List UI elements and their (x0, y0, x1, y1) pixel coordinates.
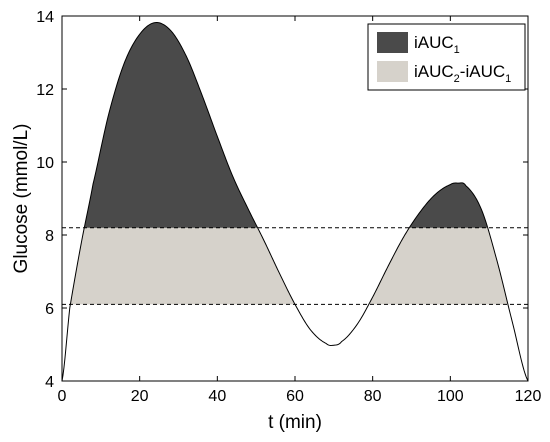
y-tick-label: 12 (36, 82, 54, 99)
iauc2-minus-iauc1-area (70, 227, 295, 305)
legend: iAUC1 iAUC2-iAUC1 (367, 23, 526, 91)
legend-label-iauc2-suffix-subscript: 1 (505, 73, 511, 85)
area-layer (70, 22, 508, 305)
x-axis-title: t (min) (268, 412, 322, 433)
y-tick-label: 6 (45, 301, 54, 318)
x-tick-label: 60 (286, 388, 304, 405)
x-tick-label: 0 (58, 388, 67, 405)
y-axis-title: Glucose (mmol/L) (11, 124, 32, 274)
x-axis: 0 20 40 60 80 100 120 (58, 16, 542, 405)
legend-label-iauc1-name: iAUC (414, 33, 454, 52)
iauc2-minus-iauc1-area (369, 227, 508, 305)
legend-label-iauc2-suffix: -iAUC (460, 62, 505, 81)
y-tick-label: 14 (36, 9, 54, 26)
iauc1-area (84, 22, 258, 228)
y-tick-label: 8 (45, 228, 54, 245)
x-tick-label: 80 (364, 388, 382, 405)
reference-lines (62, 227, 528, 305)
y-tick-label: 10 (36, 155, 54, 172)
x-tick-label: 40 (208, 388, 226, 405)
legend-label-iauc1-subscript: 1 (454, 44, 460, 56)
iauc1-area (409, 182, 488, 228)
legend-swatch-iauc2-minus-iauc1 (377, 61, 408, 82)
legend-label-iauc1: iAUC1 (414, 33, 460, 56)
legend-swatch-iauc1 (377, 32, 408, 53)
x-tick-label: 120 (515, 388, 542, 405)
legend-label-iauc2-subscript: 2 (454, 73, 460, 85)
x-tick-label: 100 (437, 388, 464, 405)
legend-label-iauc2-minus-iauc1: iAUC2-iAUC1 (414, 62, 511, 85)
legend-label-iauc2-name: iAUC (414, 62, 454, 81)
x-tick-label: 20 (131, 388, 149, 405)
y-tick-label: 4 (45, 374, 54, 391)
